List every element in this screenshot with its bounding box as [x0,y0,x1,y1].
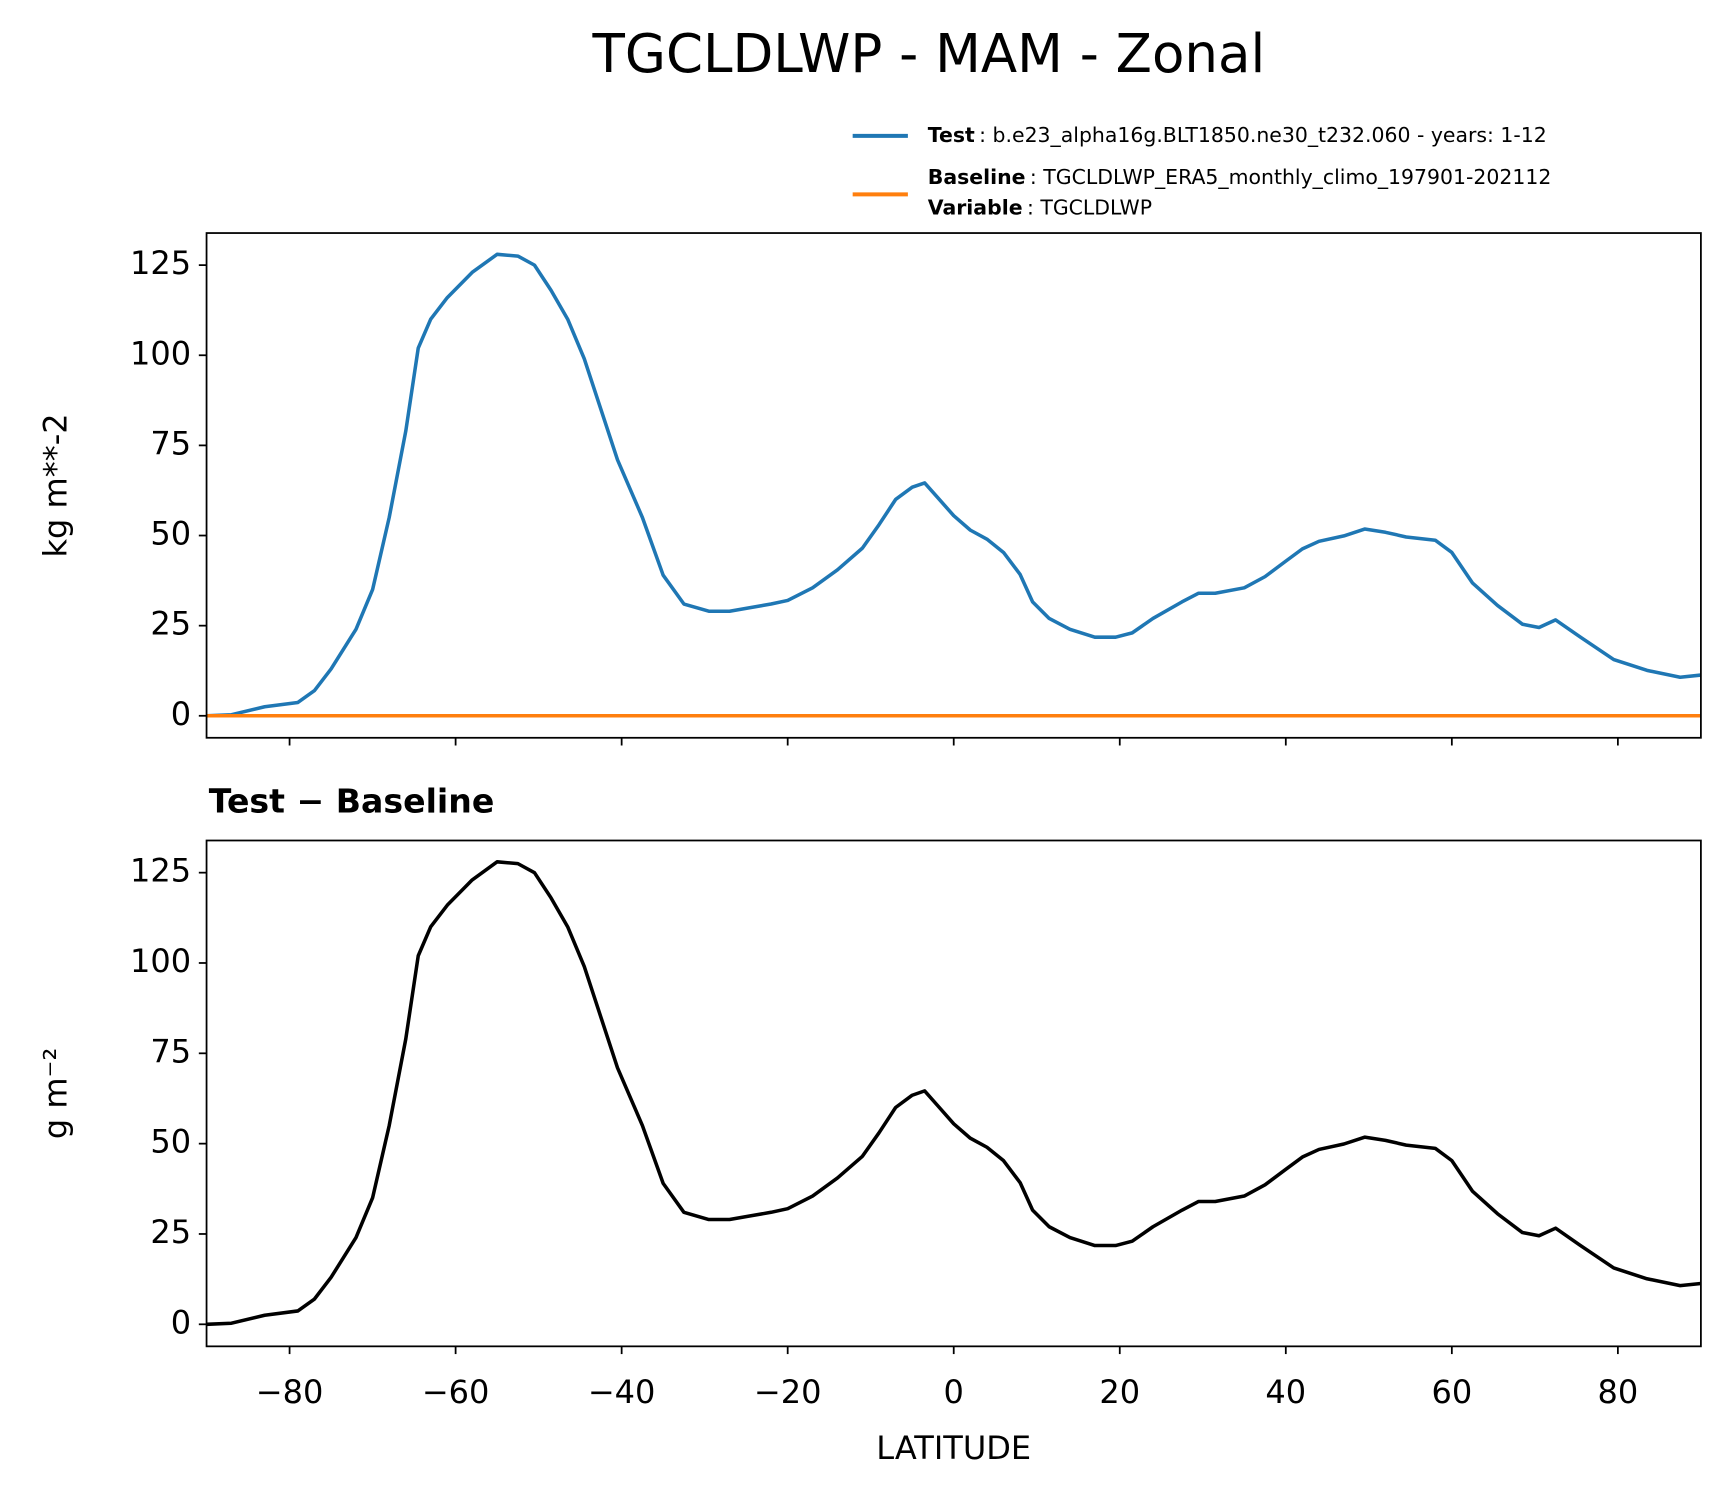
plot-area [206,252,1701,718]
axes-frame [205,232,1702,739]
data-line [206,252,1701,718]
legend-entry: Test: b.e23_alpha16g.BLT1850.ne30_t232.0… [928,123,1547,148]
data-line [206,860,1701,1327]
y-axis-label: kg m**-2 [36,413,74,557]
legend-entry: Variable: TGCLDLWP [928,196,1152,220]
y-tick-label: 100 [130,334,191,372]
y-tick-label: 50 [150,515,191,553]
y-tick-label: 75 [150,1032,191,1070]
x-tick-label: 40 [1265,1373,1306,1411]
x-tick-label: −60 [422,1373,490,1411]
y-tick-label: 0 [171,1303,191,1341]
x-tick-label: −80 [256,1373,324,1411]
legend-entry: Baseline: TGCLDLWP_ERA5_monthly_climo_19… [928,165,1552,190]
y-tick-label: 125 [130,852,191,890]
x-tick-label: 60 [1431,1373,1472,1411]
y-tick-label: 75 [150,424,191,462]
plot-area [206,860,1701,1327]
y-tick-label: 100 [130,942,191,980]
y-tick-label: 25 [150,1213,191,1251]
legend-variable-text: : TGCLDLWP [1027,196,1152,220]
x-tick-label: −40 [588,1373,656,1411]
x-tick-label: −20 [754,1373,822,1411]
chart-title: TGCLDLWP - MAM - Zonal [592,23,1266,85]
x-axis-label: LATITUDE [876,1429,1031,1467]
y-tick-label: 50 [150,1123,191,1161]
legend-variable-label: Variable [928,196,1023,220]
x-tick-label: 20 [1099,1373,1140,1411]
axes-frame [205,839,1702,1348]
y-tick-label: 25 [150,605,191,643]
y-tick-label: 125 [130,244,191,282]
legend-description: : TGCLDLWP_ERA5_monthly_climo_197901-202… [1030,165,1551,190]
y-tick-label: 0 [171,695,191,733]
legend-name: Test [928,123,975,147]
legend-description: : b.e23_alpha16g.BLT1850.ne30_t232.060 -… [979,123,1547,148]
legend-name: Baseline [928,165,1026,189]
x-tick-label: 80 [1598,1373,1639,1411]
subplot-title: Test − Baseline [209,781,495,820]
y-axis-label: g m⁻² [36,1048,74,1139]
x-tick-label: 0 [944,1373,964,1411]
